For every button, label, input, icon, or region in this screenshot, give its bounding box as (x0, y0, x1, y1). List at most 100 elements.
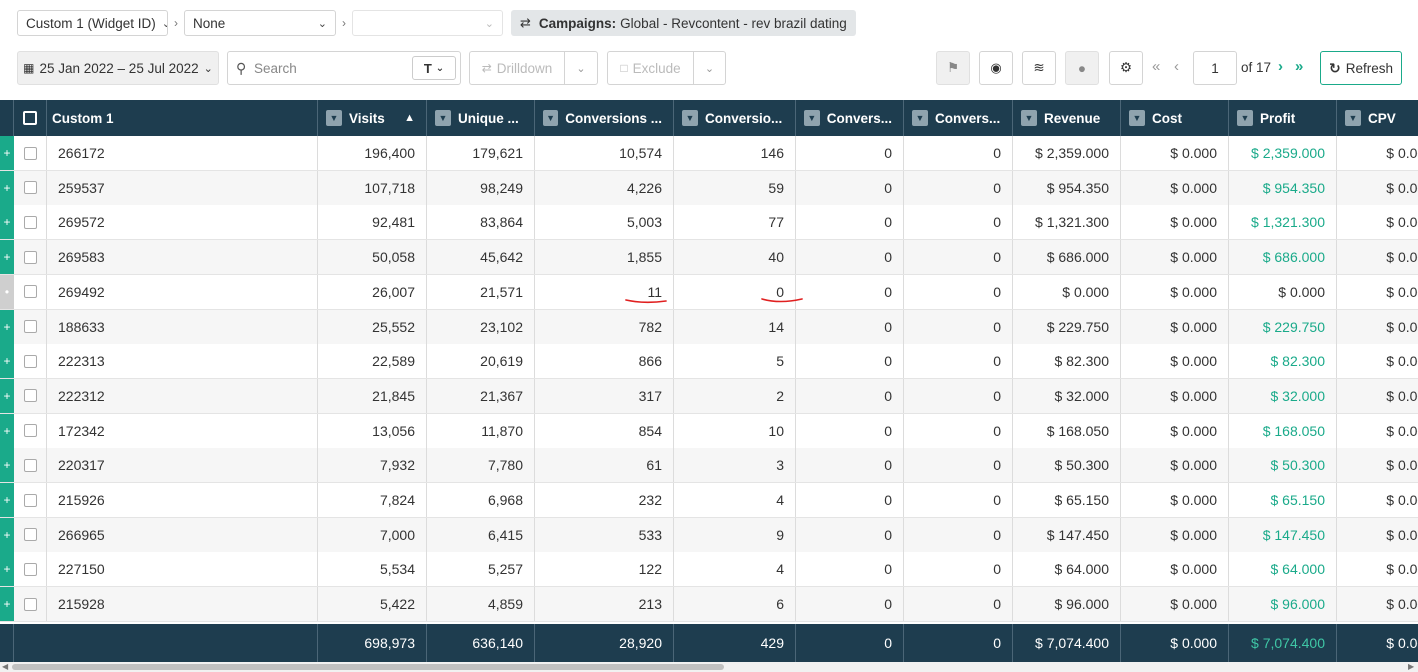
row-checkbox[interactable] (23, 528, 37, 542)
table-row[interactable]: +266172 196,400 179,621 10,574 146 0 0 $ 2,359.… (0, 136, 1418, 171)
column-header-conversions-3[interactable]: ▼ Convers... (796, 100, 904, 136)
column-header-custom1[interactable]: Custom 1 (47, 100, 318, 136)
total-unique-visits: 636,140 (427, 624, 535, 662)
column-label: Convers... (935, 110, 1001, 126)
expand-icon[interactable]: + (0, 552, 14, 587)
column-header-profit[interactable]: ▼ Profit (1229, 100, 1337, 136)
row-checkbox[interactable] (23, 389, 37, 403)
refresh-button[interactable]: ↻ Refresh (1320, 51, 1402, 85)
table-row[interactable]: +222312 21,845 21,367 317 2 0 0 $ 32.000 $ 0.000… (0, 378, 1418, 414)
row-checkbox[interactable] (23, 458, 37, 472)
row-checkbox[interactable] (23, 250, 37, 264)
chart-button[interactable]: ≋ (1022, 51, 1056, 85)
row-checkbox[interactable] (23, 215, 37, 229)
filter-icon[interactable]: ▼ (682, 110, 698, 126)
filter-icon[interactable]: ▼ (1345, 110, 1361, 126)
row-checkbox[interactable] (23, 354, 37, 368)
table-row[interactable]: +215928 5,422 4,859 213 6 0 0 $ 96.000 $ 0.000 $ … (0, 587, 1418, 623)
drilldown-button[interactable]: ⇄ Drilldown (469, 51, 564, 85)
row-checkbox[interactable] (23, 320, 37, 333)
last-page-icon[interactable]: » (1295, 58, 1304, 75)
page-number-input[interactable] (1193, 51, 1237, 85)
exclude-dropdown-button[interactable]: ⌄ (693, 51, 726, 85)
column-header-cost[interactable]: ▼ Cost (1121, 100, 1229, 136)
expand-icon[interactable]: + (0, 344, 14, 379)
expand-icon[interactable]: + (0, 170, 14, 205)
column-header-unique-visits[interactable]: ▼ Unique ... (427, 100, 535, 136)
cell-cost: $ 0.000 (1121, 413, 1229, 448)
group3-select[interactable]: ⌄ (352, 10, 503, 36)
row-checkbox[interactable] (23, 493, 37, 507)
expand-icon[interactable]: • (0, 274, 14, 309)
campaign-filter-chip[interactable]: ⇄ Campaigns: Global - Revcontent - rev b… (511, 10, 856, 36)
cell-conversions-4: 0 (904, 136, 1013, 170)
cell-cpv: $ 0.000 (1337, 414, 1418, 448)
expand-icon[interactable]: + (0, 448, 14, 483)
filter-icon[interactable]: ▼ (435, 110, 451, 126)
table-row[interactable]: +269583 50,058 45,642 1,855 40 0 0 $ 686.000 $ 0… (0, 240, 1418, 276)
select-all-checkbox[interactable] (23, 111, 37, 125)
comments-button[interactable]: ● (1065, 51, 1099, 85)
table-row[interactable]: +222313 22,589 20,619 866 5 0 0 $ 82.300 $ 0.000… (0, 344, 1418, 380)
horizontal-scrollbar[interactable]: ◀ ▶ (0, 662, 1418, 672)
table-row[interactable]: +172342 13,056 11,870 854 10 0 0 $ 168.050 $ 0.0… (0, 413, 1418, 449)
table-row[interactable]: +227150 5,534 5,257 122 4 0 0 $ 64.000 $ 0.000 $ … (0, 552, 1418, 588)
expand-icon[interactable]: + (0, 517, 14, 552)
column-header-visits[interactable]: ▼ Visits ▲ (318, 100, 427, 136)
expand-icon[interactable]: + (0, 483, 14, 517)
column-header-conversions-4[interactable]: ▼ Convers... (904, 100, 1013, 136)
expand-icon[interactable]: + (0, 240, 14, 275)
first-page-icon[interactable]: « (1152, 58, 1161, 75)
table-row[interactable]: +188633 25,552 23,102 782 14 0 0 $ 229.750 $ 0.0… (0, 309, 1418, 345)
group2-select[interactable]: None ⌄ (184, 10, 336, 36)
row-checkbox[interactable] (23, 285, 37, 299)
drilldown-dropdown-button[interactable]: ⌄ (564, 51, 598, 85)
cell-profit: $ 147.450 (1229, 517, 1337, 552)
row-checkbox[interactable] (23, 146, 37, 160)
column-header-cpv[interactable]: ▼ CPV (1337, 100, 1418, 136)
expand-icon[interactable]: + (0, 413, 14, 448)
table-row[interactable]: +259537 107,718 98,249 4,226 59 0 0 $ 954.350 $ … (0, 170, 1418, 206)
next-page-icon[interactable]: › (1278, 58, 1283, 75)
table-row[interactable]: +215926 7,824 6,968 232 4 0 0 $ 65.150 $ 0.000 $ … (0, 483, 1418, 518)
filter-icon[interactable]: ▼ (326, 110, 342, 126)
columns-visibility-button[interactable]: ◉ (979, 51, 1013, 85)
row-checkbox[interactable] (23, 424, 37, 438)
expand-icon[interactable]: + (0, 309, 14, 344)
group1-select[interactable]: Custom 1 (Widget ID) ⌄ (17, 10, 168, 36)
scroll-left-icon[interactable]: ◀ (2, 662, 9, 671)
filter-icon[interactable]: ▼ (804, 110, 820, 126)
filter-icon[interactable]: ▼ (1129, 110, 1145, 126)
column-header-conversions-1[interactable]: ▼ Conversions ... (535, 100, 674, 136)
table-row[interactable]: • 269492 26,007 21,571 11 0 0 0 $ 0.000 $ 0.000 $ … (0, 274, 1418, 310)
cell-cost: $ 0.000 (1121, 309, 1229, 344)
expand-icon[interactable]: + (0, 136, 14, 170)
row-checkbox[interactable] (23, 181, 37, 195)
column-header-revenue[interactable]: ▼ Revenue (1013, 100, 1121, 136)
cell-unique-visits: 6,415 (427, 517, 535, 552)
table-row[interactable]: +220317 7,932 7,780 61 3 0 0 $ 50.300 $ 0.000 $ 5… (0, 448, 1418, 484)
row-checkbox[interactable] (23, 562, 37, 576)
column-header-conversions-2[interactable]: ▼ Conversio... (674, 100, 796, 136)
prev-page-icon[interactable]: ‹ (1174, 58, 1179, 75)
flag-button[interactable]: ⚑ (936, 51, 970, 85)
row-checkbox[interactable] (23, 597, 37, 611)
expand-icon[interactable]: + (0, 587, 14, 622)
exclude-button[interactable]: □ Exclude (607, 51, 693, 85)
filter-icon[interactable]: ▼ (1237, 110, 1253, 126)
search-input[interactable] (254, 58, 404, 78)
table-row[interactable]: +266965 7,000 6,415 533 9 0 0 $ 147.450 $ 0.000 $… (0, 517, 1418, 553)
cell-visits: 107,718 (318, 170, 427, 205)
settings-button[interactable]: ⚙ (1109, 51, 1143, 85)
date-range-picker[interactable]: ▦ 25 Jan 2022 – 25 Jul 2022 ⌄ (17, 51, 219, 85)
filter-icon[interactable]: ▼ (543, 110, 559, 126)
table-row[interactable]: +269572 92,481 83,864 5,003 77 0 0 $ 1,321.300 $… (0, 205, 1418, 241)
filter-icon[interactable]: ▼ (912, 110, 928, 126)
filter-icon[interactable]: ▼ (1021, 110, 1037, 126)
footer-expand-cell (0, 624, 14, 662)
scrollbar-thumb[interactable] (12, 664, 724, 670)
text-mode-dropdown[interactable]: T ⌄ (412, 56, 456, 80)
scroll-right-icon[interactable]: ▶ (1408, 662, 1415, 671)
expand-icon[interactable]: + (0, 378, 14, 413)
expand-icon[interactable]: + (0, 205, 14, 240)
